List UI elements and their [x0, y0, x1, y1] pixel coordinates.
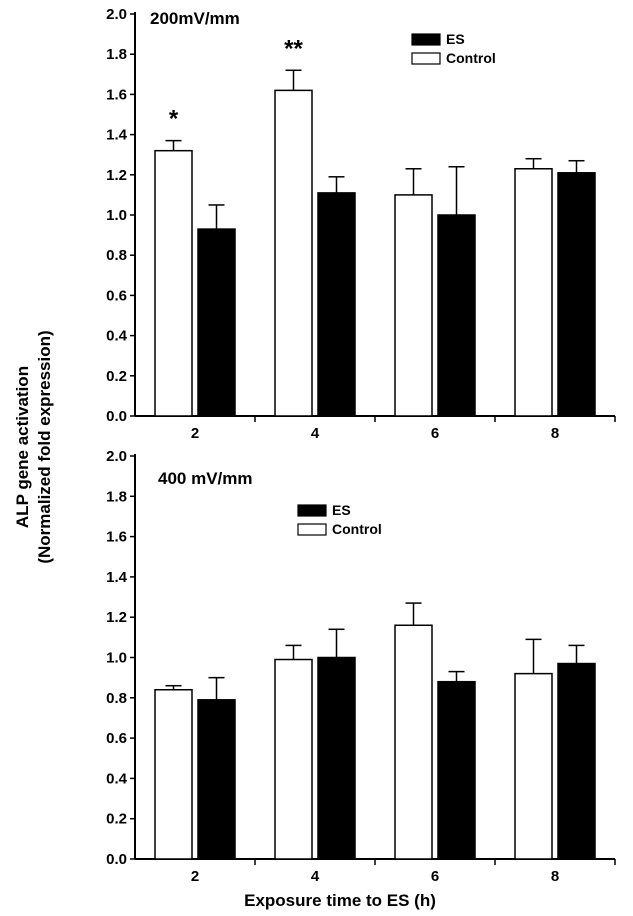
y-tick-label: 1.6 — [106, 86, 127, 103]
control-bar — [394, 194, 433, 417]
y-tick-label: 0.4 — [106, 328, 128, 345]
control-bar — [514, 168, 553, 417]
x-tick-label: 6 — [431, 868, 439, 885]
es-bar — [197, 228, 236, 417]
y-tick-label: 0.6 — [106, 730, 127, 747]
y-axis-title-line-1: ALP gene activation — [13, 366, 32, 528]
y-tick-label: 0.8 — [106, 247, 127, 264]
y-tick-label: 1.0 — [106, 650, 127, 667]
legend-label-control: Control — [332, 521, 382, 537]
x-tick-label: 8 — [551, 868, 559, 885]
control-bar — [394, 624, 433, 860]
es-bar — [317, 192, 356, 417]
y-tick-label: 1.2 — [106, 609, 127, 626]
y-tick-label: 1.4 — [106, 127, 128, 144]
y-tick-label: 1.8 — [106, 488, 127, 505]
y-tick-label: 1.4 — [106, 569, 128, 586]
chart-panel-200mv: 200mV/mm 0.0 0.2 0.4 0.6 0.8 1.0 1.2 1.4 1.6 1.8 2.… — [106, 6, 616, 442]
y-tick-label: 2.0 — [106, 6, 127, 23]
x-tick-label: 8 — [551, 425, 559, 442]
es-bar — [557, 172, 596, 417]
y-tick-label: 0.4 — [106, 770, 128, 787]
significance-marker: ** — [284, 35, 303, 62]
legend-swatch-control — [411, 52, 441, 65]
panel-title: 400 mV/mm — [158, 469, 253, 488]
significance-marker: * — [169, 106, 179, 133]
legend-swatch-es — [297, 504, 327, 517]
panel-title: 200mV/mm — [150, 9, 240, 28]
y-tick-label: 0.2 — [106, 811, 127, 828]
x-tick-label: 2 — [191, 425, 199, 442]
control-bar — [274, 89, 313, 417]
legend-swatch-control — [297, 523, 327, 536]
x-axis-title: Exposure time to ES (h) — [244, 891, 436, 910]
x-tick-label: 4 — [311, 425, 320, 442]
x-tick-label: 2 — [191, 868, 199, 885]
y-axis-title: ALP gene activation (Normalized fold exp… — [13, 330, 54, 563]
chart-panel-400mv: 400 mV/mm 0.0 0.2 0.4 0.6 0.8 1.0 1.2 1.4 1.6 1.8 2… — [106, 448, 616, 885]
y-tick-label: 1.6 — [106, 529, 127, 546]
legend-swatch-es — [411, 33, 441, 46]
y-tick-label: 1.8 — [106, 46, 127, 63]
y-tick-label: 2.0 — [106, 448, 127, 465]
es-bar — [437, 680, 476, 860]
es-bar — [557, 662, 596, 860]
control-bar — [514, 672, 553, 860]
es-bar — [437, 214, 476, 417]
x-tick-label: 4 — [311, 868, 320, 885]
legend-label-control: Control — [446, 50, 496, 66]
control-bar — [154, 688, 193, 860]
y-tick-label: 0.8 — [106, 690, 127, 707]
es-bar — [317, 656, 356, 860]
x-tick-label: 6 — [431, 425, 439, 442]
y-axis-title-line-2: (Normalized fold expression) — [35, 330, 54, 563]
y-tick-label: 0.0 — [106, 408, 127, 425]
y-tick-label: 0.6 — [106, 287, 127, 304]
control-bar — [274, 658, 313, 860]
es-bar — [197, 699, 236, 860]
legend-label-es: ES — [332, 502, 351, 518]
legend-label-es: ES — [446, 31, 465, 47]
control-bar — [154, 149, 193, 417]
y-tick-label: 0.0 — [106, 851, 127, 868]
y-tick-label: 1.0 — [106, 207, 127, 224]
y-tick-label: 1.2 — [106, 167, 127, 184]
y-tick-label: 0.2 — [106, 368, 127, 385]
